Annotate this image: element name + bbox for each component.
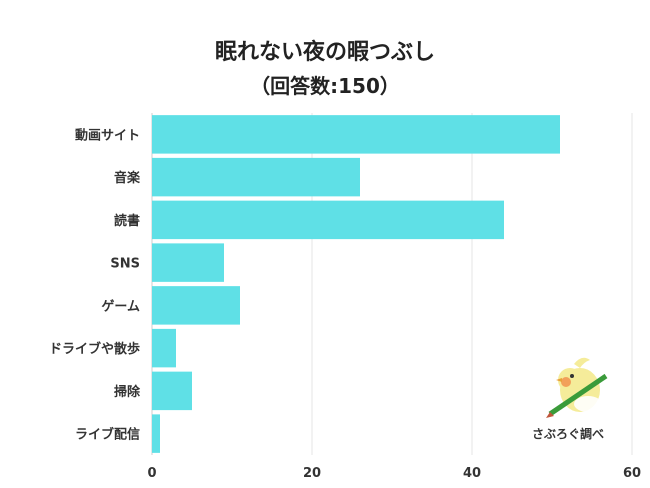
category-label: 動画サイト <box>75 127 140 143</box>
bar-5 <box>152 328 176 368</box>
category-label: ライブ配信 <box>75 427 140 443</box>
category-label: SNS <box>110 257 140 272</box>
bar-1 <box>152 157 360 197</box>
x-tick-label: 40 <box>463 466 481 481</box>
x-tick-label: 0 <box>147 466 156 481</box>
bar-3 <box>152 243 224 282</box>
bar-2 <box>152 200 504 240</box>
category-label: 掃除 <box>114 384 141 400</box>
cockatiel-mascot-with-pencil-icon <box>544 350 614 420</box>
source-watermark: さぶろぐ調べ <box>532 427 605 441</box>
bar-6 <box>152 371 192 411</box>
chart-subtitle: （回答数:150） <box>250 74 400 98</box>
category-label: 読書 <box>114 213 140 229</box>
bar-7 <box>152 414 160 453</box>
bar-4 <box>152 286 240 325</box>
category-label: ドライブや散歩 <box>49 341 140 357</box>
bar-0 <box>152 115 560 154</box>
x-tick-label: 60 <box>623 466 641 481</box>
category-label: 音楽 <box>114 170 141 186</box>
category-label: ゲーム <box>101 298 140 314</box>
chart-title: 眠れない夜の暇つぶし <box>214 40 435 65</box>
x-tick-label: 20 <box>303 466 321 481</box>
